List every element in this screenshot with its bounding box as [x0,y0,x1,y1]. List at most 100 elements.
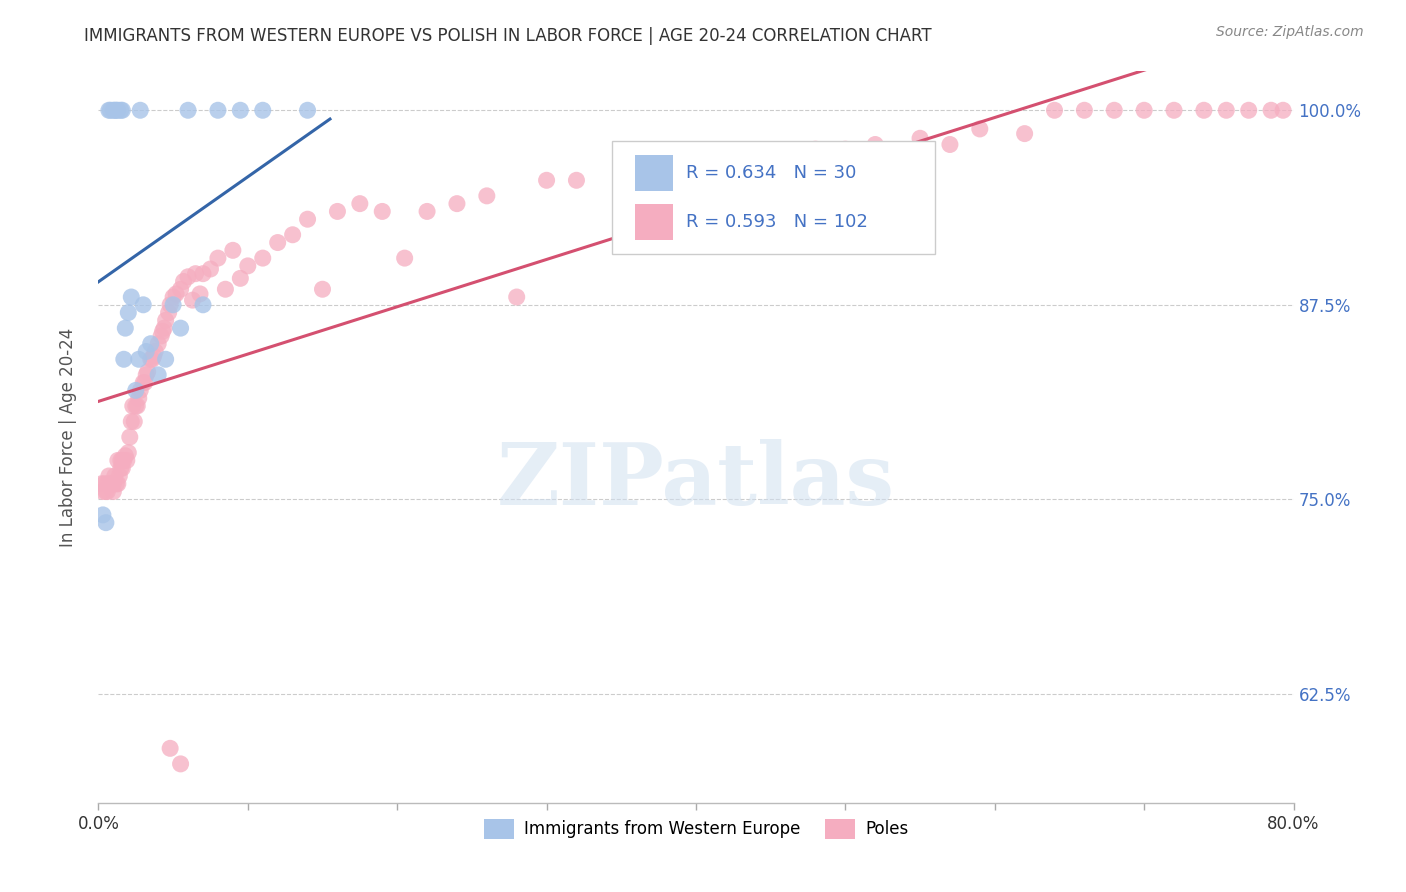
Point [124,415,146,429]
Point [112,453,135,467]
Point [229,271,252,285]
Point [142,349,165,363]
Point [1260,103,1282,118]
Point [236,259,259,273]
Point [416,204,439,219]
Point [200,262,222,277]
Point [114,449,136,463]
Point [177,269,200,284]
Point [103,103,125,118]
Point [207,103,229,118]
Point [101,476,124,491]
Point [152,324,174,338]
Point [730,150,752,164]
Point [91,484,114,499]
Point [141,352,163,367]
Point [153,321,176,335]
Point [135,344,157,359]
Point [834,142,856,156]
Point [103,476,125,491]
Point [129,103,152,118]
Point [177,103,200,118]
Point [326,204,349,219]
Point [267,235,290,250]
Point [565,173,588,187]
Point [1163,103,1185,118]
Point [1014,127,1036,141]
Point [103,484,125,499]
Point [110,453,132,467]
Point [191,267,214,281]
Point [110,461,132,475]
Point [112,352,135,367]
Point [98,103,122,118]
Point [104,103,127,118]
Point [107,476,129,491]
Point [191,298,214,312]
Point [181,293,204,307]
Point [121,399,143,413]
Point [162,290,184,304]
Point [136,365,159,379]
Point [118,430,141,444]
FancyBboxPatch shape [613,141,935,254]
Point [125,399,148,413]
Point [1133,103,1156,118]
Point [297,212,319,227]
Point [229,103,252,118]
Point [207,251,229,265]
Point [1237,103,1260,118]
Point [1104,103,1126,118]
Point [214,282,236,296]
Point [125,384,148,398]
Point [252,103,274,118]
Point [128,391,150,405]
Point [97,103,120,118]
Point [804,142,827,156]
Point [162,298,184,312]
Point [120,290,142,304]
Text: IMMIGRANTS FROM WESTERN EUROPE VS POLISH IN LABOR FORCE | AGE 20-24 CORRELATION : IMMIGRANTS FROM WESTERN EUROPE VS POLISH… [84,27,932,45]
Point [150,329,173,343]
Point [311,282,333,296]
Point [188,286,211,301]
Point [252,251,274,265]
Point [114,321,136,335]
Y-axis label: In Labor Force | Age 20-24: In Labor Force | Age 20-24 [59,327,77,547]
Point [90,476,112,491]
Point [128,352,150,367]
Point [640,158,662,172]
Point [135,368,157,382]
Point [159,298,181,312]
FancyBboxPatch shape [636,203,673,240]
Point [506,290,529,304]
Point [148,336,170,351]
Point [169,282,191,296]
Point [1192,103,1215,118]
Point [110,103,132,118]
Point [117,305,139,319]
Point [134,376,156,390]
Point [139,336,162,351]
Point [1043,103,1066,118]
Point [91,508,114,522]
Point [908,131,931,145]
Point [107,103,129,118]
Point [157,305,180,319]
Text: Source: ZipAtlas.com: Source: ZipAtlas.com [1216,25,1364,39]
Point [536,173,558,187]
Point [155,313,177,327]
Text: ZIPatlas: ZIPatlas [496,439,896,523]
Point [104,469,127,483]
Point [111,461,134,475]
Point [111,453,134,467]
Text: R = 0.593   N = 102: R = 0.593 N = 102 [686,213,869,231]
FancyBboxPatch shape [636,154,673,191]
Point [169,321,191,335]
Point [111,103,134,118]
Point [610,165,633,179]
Point [865,137,887,152]
Point [127,399,149,413]
Point [93,476,115,491]
Point [669,165,692,179]
